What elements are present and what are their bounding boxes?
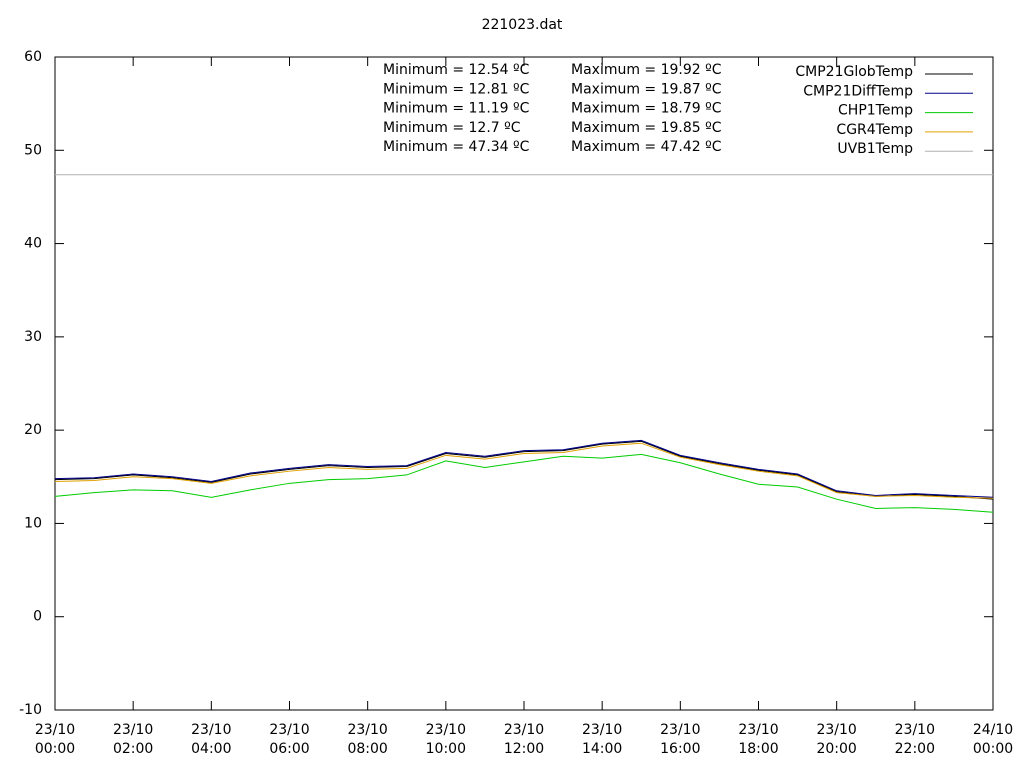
y-tick-label: 60 (24, 49, 42, 65)
y-tick-label: 0 (33, 609, 42, 625)
min-annotation: Minimum = 12.7 ºC (383, 120, 521, 136)
max-annotation: Maximum = 19.85 ºC (571, 120, 722, 136)
x-tick-label: 23/10 00:00 (35, 722, 75, 757)
x-tick-label-line: 18:00 (738, 741, 778, 757)
x-tick-label: 23/10 08:00 (347, 722, 387, 757)
x-tick-label-line: 23/10 (816, 722, 856, 738)
y-tick-label: 20 (24, 422, 42, 438)
x-tick-label-line: 23/10 (504, 722, 544, 738)
legend-label: CMP21DiffTemp (803, 83, 913, 99)
x-tick-label-line: 20:00 (816, 741, 856, 757)
x-tick-label-line: 14:00 (582, 741, 622, 757)
max-annotation: Maximum = 18.79 ºC (571, 101, 722, 117)
y-tick-label: 10 (24, 515, 42, 531)
x-tick-label-line: 24/10 (973, 722, 1013, 738)
legend-label: CHP1Temp (838, 103, 913, 119)
x-tick-label: 23/10 18:00 (738, 722, 778, 757)
legend-label: CGR4Temp (836, 122, 913, 138)
x-tick-label-line: 23/10 (660, 722, 700, 738)
x-tick-label-line: 23/10 (347, 722, 387, 738)
x-tick-label: 23/10 16:00 (660, 722, 700, 757)
y-tick-label: 30 (24, 329, 42, 345)
x-tick-label: 23/10 22:00 (895, 722, 935, 757)
x-tick-label-line: 12:00 (504, 741, 544, 757)
max-annotation: Maximum = 19.92 ºC (571, 62, 722, 78)
y-tick-label: -10 (19, 702, 42, 718)
min-annotation: Minimum = 12.54 ºC (383, 62, 530, 78)
max-annotation: Maximum = 47.42 ºC (571, 139, 722, 155)
x-tick-label-line: 00:00 (973, 741, 1013, 757)
series-line (54, 440, 994, 500)
x-tick-label-line: 23/10 (738, 722, 778, 738)
max-annotation: Maximum = 19.87 ºC (571, 81, 722, 97)
series-line (54, 439, 994, 498)
x-tick-label-line: 06:00 (269, 741, 309, 757)
x-tick-label: 23/10 10:00 (426, 722, 466, 757)
x-tick-label-line: 22:00 (895, 741, 935, 757)
series-line (54, 453, 994, 513)
series-line (54, 442, 994, 499)
x-tick-label-line: 23/10 (582, 722, 622, 738)
x-tick-label: 23/10 14:00 (582, 722, 622, 757)
x-tick-label-line: 23/10 (191, 722, 231, 738)
x-tick-label-line: 23/10 (269, 722, 309, 738)
legend-label: UVB1Temp (837, 141, 913, 157)
x-tick-label-line: 23/10 (895, 722, 935, 738)
x-tick-label-line: 04:00 (191, 741, 231, 757)
x-tick-label: 23/10 12:00 (504, 722, 544, 757)
x-tick-label: 23/10 20:00 (816, 722, 856, 757)
y-tick-label: 40 (24, 236, 42, 252)
legend-label: CMP21GlobTemp (795, 64, 913, 80)
x-tick-label-line: 23/10 (113, 722, 153, 738)
min-annotation: Minimum = 47.34 ºC (383, 139, 530, 155)
chart-title: 221023.dat (482, 17, 563, 33)
min-annotation: Minimum = 12.81 ºC (383, 81, 530, 97)
x-tick-label: 23/10 04:00 (191, 722, 231, 757)
x-tick-label-line: 02:00 (113, 741, 153, 757)
x-tick-label-line: 10:00 (426, 741, 466, 757)
x-tick-label: 23/10 06:00 (269, 722, 309, 757)
y-tick-label: 50 (24, 142, 42, 158)
x-tick-label-line: 16:00 (660, 741, 700, 757)
x-tick-label-line: 00:00 (35, 741, 75, 757)
x-tick-label-line: 08:00 (347, 741, 387, 757)
x-tick-label: 24/10 00:00 (973, 722, 1013, 757)
x-tick-label-line: 23/10 (426, 722, 466, 738)
x-tick-label-line: 23/10 (35, 722, 75, 738)
x-tick-label: 23/10 02:00 (113, 722, 153, 757)
min-annotation: Minimum = 11.19 ºC (383, 101, 530, 117)
